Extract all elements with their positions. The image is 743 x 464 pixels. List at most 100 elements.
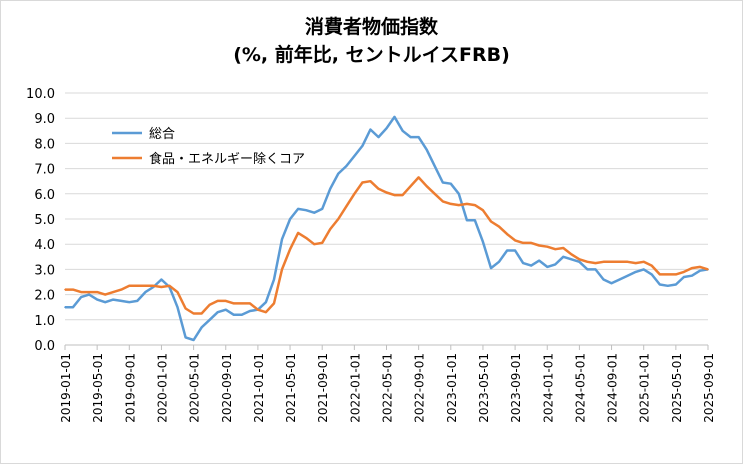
x-tick-label: 2024-05-01: [573, 353, 587, 423]
data-point: [514, 249, 516, 252]
data-point: [377, 136, 380, 138]
data-point: [297, 208, 299, 210]
data-point: [353, 193, 356, 195]
data-point: [466, 203, 468, 205]
data-point: [570, 258, 573, 261]
data-point: [562, 247, 565, 249]
data-point: [425, 185, 428, 188]
data-point: [618, 278, 621, 281]
data-point: [450, 182, 452, 185]
y-tick-label: 9.0: [34, 112, 55, 127]
data-point: [281, 238, 283, 240]
data-point: [208, 303, 211, 306]
data-point: [425, 148, 428, 151]
data-point: [458, 204, 460, 206]
data-point: [586, 261, 589, 263]
data-point: [482, 209, 484, 211]
data-point: [232, 302, 235, 305]
series-line-1: [65, 176, 709, 315]
x-tick-label: 2023-05-01: [477, 353, 491, 423]
data-point: [546, 266, 549, 268]
x-tick-label: 2020-05-01: [188, 353, 202, 423]
data-point: [200, 326, 203, 329]
data-point: [88, 293, 90, 296]
data-point: [675, 273, 677, 276]
y-tick-label: 5.0: [34, 213, 55, 228]
data-point: [112, 291, 115, 293]
data-point: [506, 249, 508, 252]
data-point: [200, 312, 203, 315]
data-point: [650, 273, 653, 276]
data-point: [498, 261, 500, 263]
data-point: [393, 116, 396, 118]
data-point: [144, 284, 147, 287]
data-point: [96, 291, 98, 293]
data-point: [626, 261, 629, 263]
x-tick-label: 2021-01-01: [252, 353, 266, 423]
x-tick-label: 2023-01-01: [445, 353, 459, 423]
data-point: [683, 276, 685, 278]
data-point: [474, 219, 476, 222]
data-point: [658, 273, 661, 276]
data-point: [313, 211, 315, 214]
x-tick-label: 2020-09-01: [220, 353, 234, 423]
data-point: [409, 185, 412, 188]
data-point: [699, 266, 701, 268]
data-point: [176, 291, 179, 293]
x-tick-label: 2025-05-01: [670, 353, 684, 423]
x-tick-label: 2023-09-01: [509, 353, 523, 423]
data-point: [289, 248, 291, 251]
data-point: [466, 219, 468, 222]
data-point: [216, 300, 219, 302]
data-point: [160, 278, 163, 281]
legend-label: 総合: [149, 127, 175, 142]
data-point: [506, 233, 508, 235]
data-point: [538, 244, 541, 247]
data-point: [144, 291, 147, 293]
data-point: [136, 300, 139, 302]
data-point: [691, 274, 693, 277]
data-point: [224, 308, 227, 311]
data-point: [642, 268, 645, 271]
series-line-0: [65, 115, 709, 342]
data-point: [265, 311, 267, 314]
data-point: [257, 308, 259, 311]
data-point: [530, 242, 532, 244]
data-point: [554, 263, 557, 266]
data-point: [345, 205, 348, 208]
data-point: [570, 253, 573, 256]
data-point: [522, 262, 524, 264]
data-point: [96, 298, 98, 301]
data-point: [538, 259, 541, 262]
data-point: [401, 194, 404, 196]
data-point: [474, 204, 476, 206]
data-point: [594, 268, 597, 271]
chart-subtitle: (%, 前年比, セントルイスFRB): [233, 44, 510, 66]
data-point: [409, 136, 412, 138]
data-point: [273, 302, 275, 305]
data-point: [610, 282, 613, 285]
data-point: [642, 261, 645, 263]
data-point: [490, 220, 492, 223]
data-point: [241, 313, 243, 316]
data-point: [490, 267, 492, 269]
data-point: [337, 172, 340, 175]
y-tick-label: 7.0: [34, 163, 55, 178]
data-point: [602, 261, 605, 263]
legend-label: 食品・エネルギー除くコア: [149, 151, 305, 167]
data-point: [385, 127, 388, 130]
data-point: [458, 193, 460, 195]
data-point: [658, 283, 661, 286]
data-point: [224, 300, 227, 302]
x-tick-label: 2021-05-01: [284, 353, 298, 423]
data-point: [321, 242, 324, 244]
data-point: [72, 306, 74, 309]
data-point: [329, 228, 332, 230]
data-point: [64, 306, 66, 309]
data-point: [546, 245, 549, 248]
data-point: [249, 302, 251, 305]
data-point: [586, 268, 589, 271]
data-point: [297, 232, 299, 234]
data-point: [650, 264, 653, 267]
